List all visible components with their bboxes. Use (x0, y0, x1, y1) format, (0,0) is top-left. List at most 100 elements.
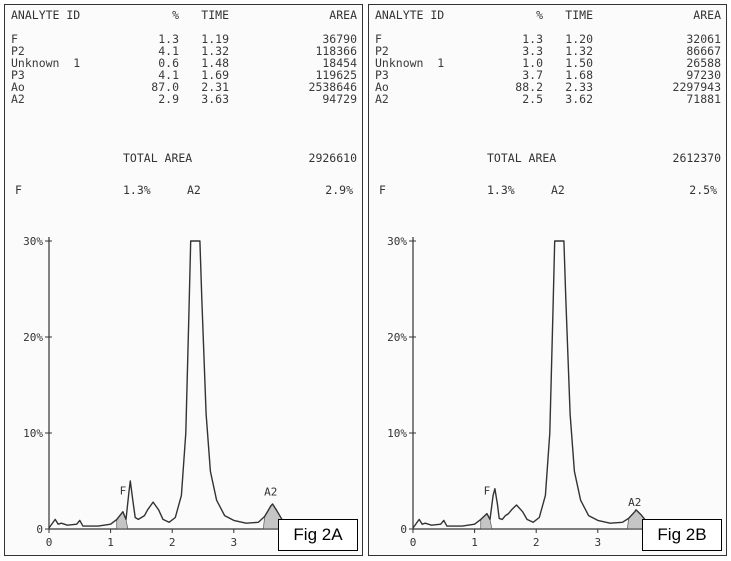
col-header-percent: % (172, 8, 179, 22)
x-tick-label: 3 (594, 536, 601, 549)
analyte-time: 2.31 (201, 80, 229, 94)
col-header-analyte: ANALYTE ID (375, 8, 445, 22)
table-row: A2 2.5 3.62 71881 (375, 93, 721, 105)
analyte-area: 118366 (315, 44, 357, 58)
summary-f-percent: 1.3% (487, 183, 515, 197)
x-tick-label: 1 (471, 536, 478, 549)
analyte-time: 3.62 (565, 92, 593, 106)
y-tick-label: 10% (387, 427, 407, 440)
chromatogram-plot: 010%20%30%01234FA2 (23, 235, 357, 549)
x-tick-label: 1 (107, 536, 114, 549)
figure-label: Fig 2B (642, 519, 722, 551)
analyte-area: 32061 (686, 32, 721, 46)
summary-a2-label: A2 (551, 183, 565, 197)
table-row: F 1.3 1.19 36790 (11, 33, 357, 45)
analyte-time: 1.19 (201, 32, 229, 46)
analyte-area: 119625 (315, 68, 357, 82)
analyte-percent: 0.6 (158, 56, 179, 70)
col-header-time: TIME (201, 8, 229, 22)
analyte-time: 1.48 (201, 56, 229, 70)
analyte-area: 2538646 (308, 80, 357, 94)
analyte-time: 1.32 (201, 44, 229, 58)
col-header-percent: % (536, 8, 543, 22)
summary-a2-percent: 2.9% (325, 183, 353, 197)
x-tick-label: 3 (230, 536, 237, 549)
analyte-id: A2 (375, 92, 389, 106)
analyte-area: 97230 (686, 68, 721, 82)
analyte-percent: 3.7 (522, 68, 543, 82)
analyte-id: Ao (11, 80, 25, 94)
analyte-percent: 4.1 (158, 44, 179, 58)
analyte-percent: 1.3 (522, 32, 543, 46)
table-row: F 1.3 1.20 32061 (375, 33, 721, 45)
total-area-label: TOTAL AREA (487, 151, 557, 165)
analyte-time: 3.63 (201, 92, 229, 106)
chromatogram-panel-b: ANALYTE ID % TIME AREA F 1.3 1.20 32061 P2 3… (368, 4, 727, 556)
chromatogram-trace (412, 240, 721, 529)
chromatogram-plot: 010%20%30%01234FA2 (387, 235, 721, 549)
analyte-percent: 2.5 (522, 92, 543, 106)
analyte-time: 1.50 (565, 56, 593, 70)
summary-a2-label: A2 (187, 183, 201, 197)
analyte-id: F (11, 32, 18, 46)
analyte-area: 94729 (322, 92, 357, 106)
summary-f-label: F (15, 183, 22, 197)
y-tick-label: 10% (23, 427, 43, 440)
analyte-area: 18454 (322, 56, 357, 70)
total-area-label: TOTAL AREA (123, 151, 193, 165)
col-header-analyte: ANALYTE ID (11, 8, 81, 22)
analyte-id: P3 (375, 68, 389, 82)
summary-a2-percent: 2.5% (689, 183, 717, 197)
table-row: Ao 88.2 2.33 2297943 (375, 81, 721, 93)
analyte-id: F (375, 32, 382, 46)
analyte-percent: 3.3 (522, 44, 543, 58)
analyte-id: Unknown 1 (11, 56, 81, 70)
y-tick-label: 30% (23, 235, 43, 248)
analyte-area: 36790 (322, 32, 357, 46)
analyte-id: P2 (375, 44, 389, 58)
analyte-percent: 4.1 (158, 68, 179, 82)
y-tick-label: 0 (36, 523, 43, 536)
analyte-id: P2 (11, 44, 25, 58)
x-tick-label: 2 (169, 536, 176, 549)
total-area-value: 2926610 (308, 151, 357, 165)
analyte-percent: 1.3 (158, 32, 179, 46)
summary-f-label: F (379, 183, 386, 197)
analyte-area: 26588 (686, 56, 721, 70)
table-row: P2 4.1 1.32 118366 (11, 45, 357, 57)
peak-label: A2 (264, 485, 277, 498)
peak-label: A2 (628, 496, 641, 509)
analyte-table: ANALYTE ID % TIME AREA F 1.3 1.20 32061 P2 3… (375, 8, 721, 106)
chromatogram-trace (48, 240, 357, 529)
col-header-time: TIME (565, 8, 593, 22)
y-tick-label: 20% (23, 331, 43, 344)
table-row: A2 2.9 3.63 94729 (11, 93, 357, 105)
analyte-time: 1.32 (565, 44, 593, 58)
y-tick-label: 30% (387, 235, 407, 248)
analyte-time: 1.20 (565, 32, 593, 46)
col-header-area: AREA (693, 8, 721, 22)
analyte-area: 2297943 (672, 80, 721, 94)
analyte-time: 2.33 (565, 80, 593, 94)
analyte-time: 1.69 (201, 68, 229, 82)
peak-label: F (120, 484, 127, 497)
analyte-table: ANALYTE ID % TIME AREA F 1.3 1.19 36790 P2 4… (11, 8, 357, 106)
analyte-id: Ao (375, 80, 389, 94)
summary-f-percent: 1.3% (123, 183, 151, 197)
peak-label: F (484, 484, 491, 497)
col-header-area: AREA (329, 8, 357, 22)
analyte-id: P3 (11, 68, 25, 82)
x-tick-label: 0 (46, 536, 53, 549)
table-row: Ao 87.0 2.31 2538646 (11, 81, 357, 93)
table-row: Unknown 1 1.0 1.50 26588 (375, 57, 721, 69)
analyte-percent: 2.9 (158, 92, 179, 106)
analyte-percent: 87.0 (151, 80, 179, 94)
x-tick-label: 0 (410, 536, 417, 549)
analyte-time: 1.68 (565, 68, 593, 82)
table-row: Unknown 1 0.6 1.48 18454 (11, 57, 357, 69)
analyte-id: Unknown 1 (375, 56, 445, 70)
y-tick-label: 0 (400, 523, 407, 536)
table-row: P2 3.3 1.32 86667 (375, 45, 721, 57)
chromatogram-panel-a: ANALYTE ID % TIME AREA F 1.3 1.19 36790 P2 4… (4, 4, 363, 556)
analyte-id: A2 (11, 92, 25, 106)
